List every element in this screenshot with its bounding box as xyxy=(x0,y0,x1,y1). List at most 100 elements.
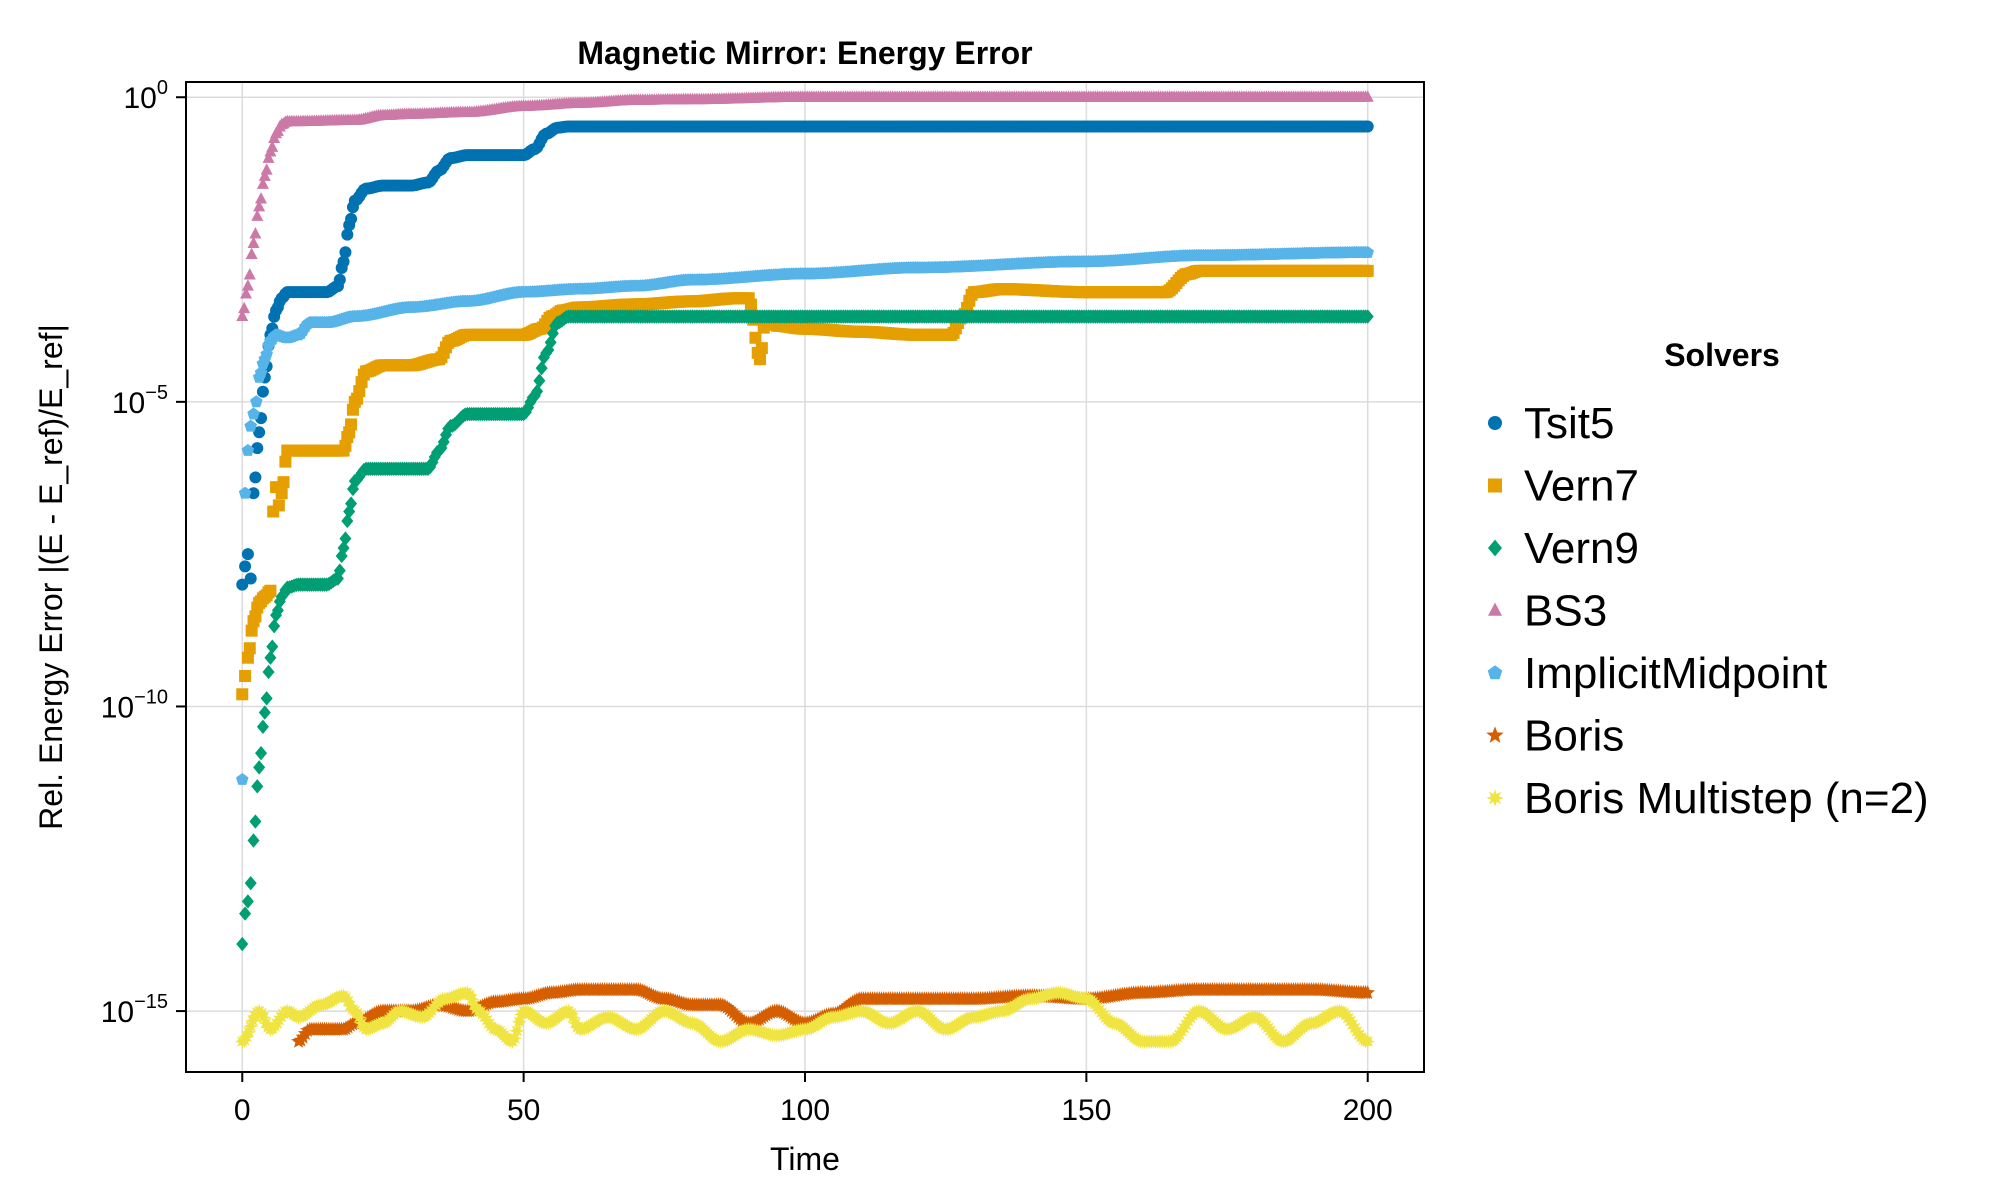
data-point xyxy=(264,584,277,597)
data-point xyxy=(244,572,257,585)
data-point xyxy=(279,455,292,468)
legend: Solvers Tsit5 Vern7 Vern9 BS3 ImplicitMidpoi… xyxy=(1486,337,1929,823)
x-axis: 0 50 100 150 200 xyxy=(234,1072,1393,1127)
legend-label: Boris Multistep (n=2) xyxy=(1524,774,1929,823)
data-point xyxy=(749,331,762,344)
data-point xyxy=(236,936,249,952)
data-point xyxy=(253,426,266,439)
data-point xyxy=(268,618,281,634)
data-point xyxy=(258,169,271,181)
data-point xyxy=(250,395,263,408)
data-point xyxy=(341,228,354,241)
data-point xyxy=(253,199,266,212)
data-point xyxy=(753,353,766,366)
data-point xyxy=(262,664,275,680)
series-vern9 xyxy=(236,309,1374,952)
data-point xyxy=(253,760,266,775)
data-point xyxy=(1360,1034,1376,1049)
legend-marker xyxy=(1488,416,1502,430)
legend-marker xyxy=(1488,602,1502,616)
data-point xyxy=(511,1014,527,1030)
data-point xyxy=(239,906,252,921)
legend-marker xyxy=(1488,539,1502,557)
data-point xyxy=(1360,985,1376,1000)
data-point xyxy=(236,309,249,322)
data-point xyxy=(236,688,249,701)
data-point xyxy=(249,814,262,829)
data-point xyxy=(533,373,546,388)
data-point xyxy=(247,407,260,420)
data-point xyxy=(260,163,273,175)
legend-title: Solvers xyxy=(1664,337,1780,373)
data-point xyxy=(239,670,252,682)
data-point xyxy=(353,385,366,398)
data-point xyxy=(241,279,254,291)
data-point xyxy=(345,212,358,225)
series-tsit5 xyxy=(236,120,1374,591)
data-point xyxy=(251,209,264,221)
legend-label: Vern7 xyxy=(1524,462,1639,511)
series-boris-multistep-n-2- xyxy=(234,985,1376,1049)
data-point xyxy=(245,247,258,260)
data-point xyxy=(243,642,256,655)
data-point xyxy=(262,151,275,163)
data-point xyxy=(333,273,346,286)
series-implicitmidpoint xyxy=(236,246,1374,785)
data-point xyxy=(535,360,548,376)
y-tick-label: 10−5 xyxy=(112,382,168,420)
data-point xyxy=(1361,120,1374,133)
data-point xyxy=(266,140,279,152)
x-tick-label: 200 xyxy=(1343,1094,1393,1127)
data-point xyxy=(724,1003,739,1018)
data-point xyxy=(244,419,257,432)
legend-label: Tsit5 xyxy=(1524,399,1614,448)
data-point xyxy=(1361,90,1374,102)
x-tick-label: 100 xyxy=(780,1094,830,1127)
x-tick-label: 50 xyxy=(507,1094,540,1127)
data-point xyxy=(249,471,262,484)
data-point xyxy=(236,773,249,785)
data-point xyxy=(345,496,358,511)
y-axis: 100 10−5 10−10 10−15 xyxy=(101,77,186,1029)
data-point xyxy=(1361,309,1374,324)
data-point xyxy=(730,1009,746,1024)
data-point xyxy=(243,268,256,280)
series-bs3 xyxy=(236,90,1374,322)
data-point xyxy=(238,486,252,499)
data-point xyxy=(339,246,352,259)
data-point xyxy=(241,444,255,456)
data-point xyxy=(345,418,358,431)
data-point xyxy=(755,342,768,355)
legend-label: ImplicitMidpoint xyxy=(1524,649,1827,698)
data-point xyxy=(256,177,269,189)
y-tick-label: 10−10 xyxy=(101,686,168,724)
data-point xyxy=(1361,246,1374,258)
data-point xyxy=(251,442,264,455)
data-point xyxy=(247,833,260,848)
legend-label: BS3 xyxy=(1524,587,1607,636)
legend-marker xyxy=(1487,665,1503,680)
data-points xyxy=(234,90,1376,1049)
data-point xyxy=(244,875,257,891)
data-point xyxy=(249,610,262,623)
data-point xyxy=(266,639,279,654)
data-point xyxy=(249,227,262,239)
data-point xyxy=(256,719,269,734)
data-point xyxy=(531,384,544,399)
data-point xyxy=(260,691,273,706)
data-point xyxy=(258,705,271,720)
data-point xyxy=(238,301,251,314)
data-point xyxy=(255,192,268,204)
data-point xyxy=(256,385,269,398)
data-point xyxy=(744,298,757,311)
data-point xyxy=(240,287,253,299)
data-point xyxy=(241,651,254,664)
data-point xyxy=(241,894,254,909)
data-point xyxy=(236,578,249,591)
data-point xyxy=(1361,264,1374,277)
data-point xyxy=(339,531,352,546)
data-point xyxy=(245,624,258,637)
x-tick-label: 150 xyxy=(1061,1094,1111,1127)
legend-label: Boris xyxy=(1524,712,1624,761)
